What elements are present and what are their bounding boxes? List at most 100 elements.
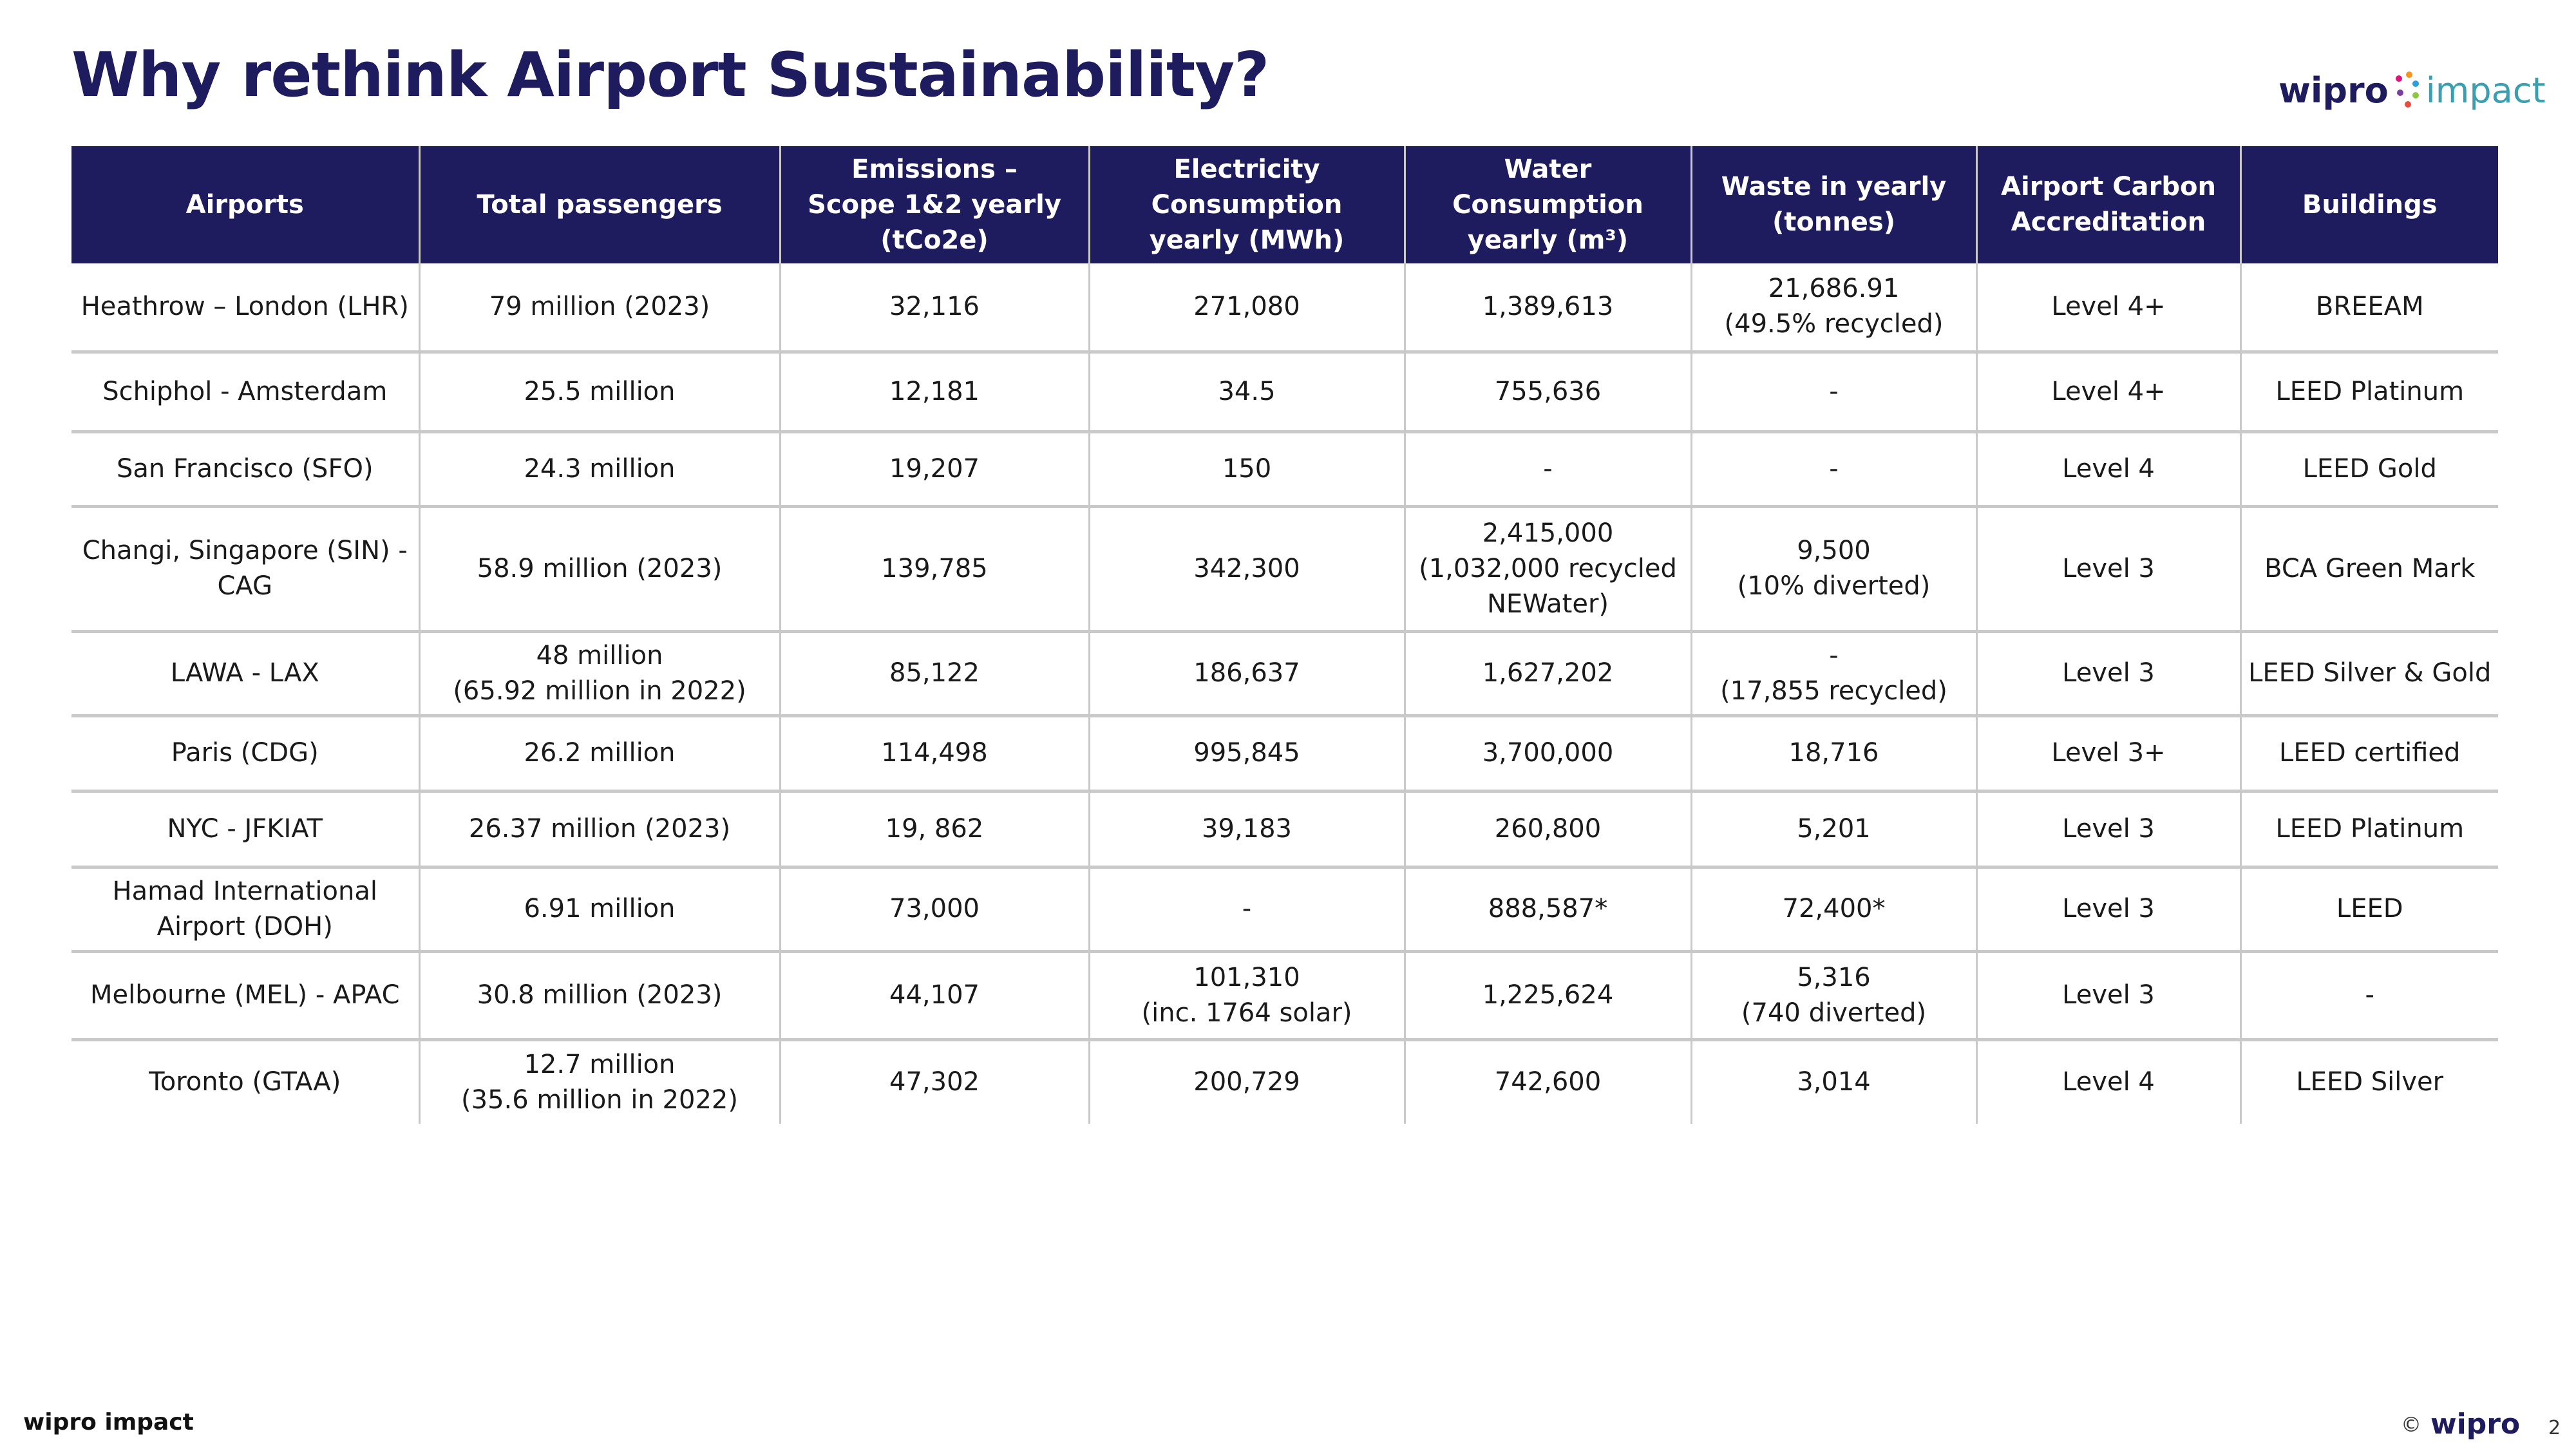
column-header-emissions: Emissions – Scope 1&2 yearly (tCo2e) <box>779 146 1089 263</box>
cell-waste: 3,014 <box>1690 1039 1976 1124</box>
cell-buildings: BCA Green Mark <box>2239 506 2498 633</box>
logo-brand: wipro <box>2278 70 2389 111</box>
cell-text: LEED Silver & Gold <box>2248 658 2492 688</box>
cell-carbon-accreditation: Level 4+ <box>1975 263 2240 354</box>
column-header-electricity: Electricity Consumption yearly (MWh) <box>1088 146 1405 263</box>
page-title: Why rethink Airport Sustainability? <box>71 40 1269 111</box>
header-text: Airport Carbon <box>2001 172 2216 202</box>
cell-airport: Schiphol - Amsterdam <box>71 352 419 433</box>
copyright-symbol: © <box>2401 1412 2421 1437</box>
cell-electricity: 995,845 <box>1088 715 1405 793</box>
column-header-water: Water Consumption yearly (m³) <box>1403 146 1691 263</box>
cell-water: 1,389,613 <box>1403 263 1691 354</box>
cell-text: 186,637 <box>1193 658 1300 688</box>
cell-text: - <box>1829 640 1839 670</box>
cell-text: 72,400* <box>1782 894 1886 923</box>
cell-text: 21,686.91 <box>1768 274 1900 304</box>
header-text: Waste in yearly <box>1721 172 1947 202</box>
cell-text: (10% diverted) <box>1737 571 1931 601</box>
header-text: (tCo2e) <box>880 225 989 255</box>
cell-text: Level 3 <box>2062 658 2155 688</box>
cell-text: 58.9 million (2023) <box>477 553 723 583</box>
footer-brand-text: wipro impact <box>23 1409 194 1435</box>
cell-buildings: LEED Platinum <box>2239 791 2498 869</box>
cell-text: LEED Gold <box>2302 453 2437 484</box>
table-row: Toronto (GTAA) 12.7 million (35.6 million … <box>71 1039 2498 1124</box>
cell-electricity: 342,300 <box>1088 506 1405 633</box>
table-row: Hamad International Airport (DOH) 6.91 mil… <box>71 867 2498 953</box>
cell-passengers: 26.2 million <box>418 715 780 793</box>
cell-text: 260,800 <box>1494 813 1602 844</box>
cell-electricity: 200,729 <box>1088 1039 1405 1124</box>
cell-passengers: 24.3 million <box>418 431 780 508</box>
wipro-dots-icon <box>2395 71 2419 108</box>
header-text: Emissions – <box>851 154 1018 184</box>
wipro-impact-logo: wipro impact <box>2278 70 2546 111</box>
cell-text: 48 million <box>536 640 663 670</box>
cell-text: Hamad International <box>112 876 377 906</box>
cell-text: 5,316 <box>1797 962 1871 992</box>
table-row: NYC - JFKIAT 26.37 million (2023) 19, 862 3… <box>71 791 2498 869</box>
cell-waste: 5,316 (740 diverted) <box>1690 951 1976 1041</box>
cell-water: 888,587* <box>1403 867 1691 953</box>
cell-waste: - <box>1690 431 1976 508</box>
table-row: Changi, Singapore (SIN) - CAG 58.9 million… <box>71 506 2498 633</box>
cell-buildings: LEED Silver & Gold <box>2239 631 2498 717</box>
cell-carbon-accreditation: Level 4+ <box>1975 352 2240 433</box>
cell-text: - <box>1829 453 1839 484</box>
cell-carbon-accreditation: Level 3 <box>1975 867 2240 953</box>
cell-text: LEED Platinum <box>2275 376 2465 406</box>
cell-text: 755,636 <box>1494 376 1602 406</box>
cell-text: 1,389,613 <box>1482 291 1614 321</box>
cell-buildings: LEED Platinum <box>2239 352 2498 433</box>
cell-water: 3,700,000 <box>1403 715 1691 793</box>
cell-water: 2,415,000 (1,032,000 recycled NEWater) <box>1403 506 1691 633</box>
cell-text: 101,310 <box>1193 962 1300 992</box>
cell-text: 742,600 <box>1494 1067 1602 1097</box>
cell-emissions: 47,302 <box>779 1039 1089 1124</box>
cell-text: 271,080 <box>1193 291 1300 321</box>
cell-text: 19,207 <box>889 453 980 484</box>
cell-passengers: 25.5 million <box>418 352 780 433</box>
page-number: 2 <box>2548 1417 2561 1439</box>
cell-waste: - (17,855 recycled) <box>1690 631 1976 717</box>
cell-text: 995,845 <box>1193 738 1300 768</box>
cell-text: BCA Green Mark <box>2264 553 2476 583</box>
cell-electricity: - <box>1088 867 1405 953</box>
header-text: Buildings <box>2302 189 2438 220</box>
header-text: Water Consumption <box>1452 154 1643 220</box>
cell-passengers: 79 million (2023) <box>418 263 780 354</box>
cell-text: 73,000 <box>889 894 980 923</box>
cell-water: 1,627,202 <box>1403 631 1691 717</box>
cell-text: 25.5 million <box>524 376 676 406</box>
column-header-waste: Waste in yearly (tonnes) <box>1690 146 1976 263</box>
cell-text: Melbourne (MEL) - APAC <box>90 980 400 1010</box>
cell-passengers: 30.8 million (2023) <box>418 951 780 1041</box>
cell-text: 3,700,000 <box>1482 738 1614 768</box>
cell-text: 24.3 million <box>524 453 676 484</box>
cell-passengers: 12.7 million (35.6 million in 2022) <box>418 1039 780 1124</box>
cell-water: 742,600 <box>1403 1039 1691 1124</box>
cell-emissions: 44,107 <box>779 951 1089 1041</box>
header-text: Electricity Consumption <box>1151 154 1343 220</box>
cell-electricity: 34.5 <box>1088 352 1405 433</box>
header-text: yearly (m³) <box>1467 225 1629 255</box>
cell-text: 6.91 million <box>524 894 676 923</box>
cell-text: (740 diverted) <box>1741 998 1927 1028</box>
logo-suffix: impact <box>2425 70 2546 111</box>
cell-text: - <box>2365 980 2374 1010</box>
cell-text: 150 <box>1222 453 1272 484</box>
header-text: Airports <box>185 189 304 220</box>
cell-waste: - <box>1690 352 1976 433</box>
cell-text: - <box>1829 376 1839 406</box>
cell-text: 30.8 million (2023) <box>477 980 723 1010</box>
footer-logo: © wipro <box>2401 1408 2520 1441</box>
cell-text: 888,587* <box>1488 894 1608 923</box>
table-row: Paris (CDG) 26.2 million 114,498 995,845 3,7… <box>71 715 2498 793</box>
column-header-buildings: Buildings <box>2239 146 2498 263</box>
cell-carbon-accreditation: Level 4 <box>1975 431 2240 508</box>
cell-text: CAG <box>217 571 273 601</box>
table-row: Schiphol - Amsterdam 25.5 million 12,181 34… <box>71 352 2498 433</box>
cell-text: - <box>1242 894 1252 923</box>
cell-electricity: 150 <box>1088 431 1405 508</box>
